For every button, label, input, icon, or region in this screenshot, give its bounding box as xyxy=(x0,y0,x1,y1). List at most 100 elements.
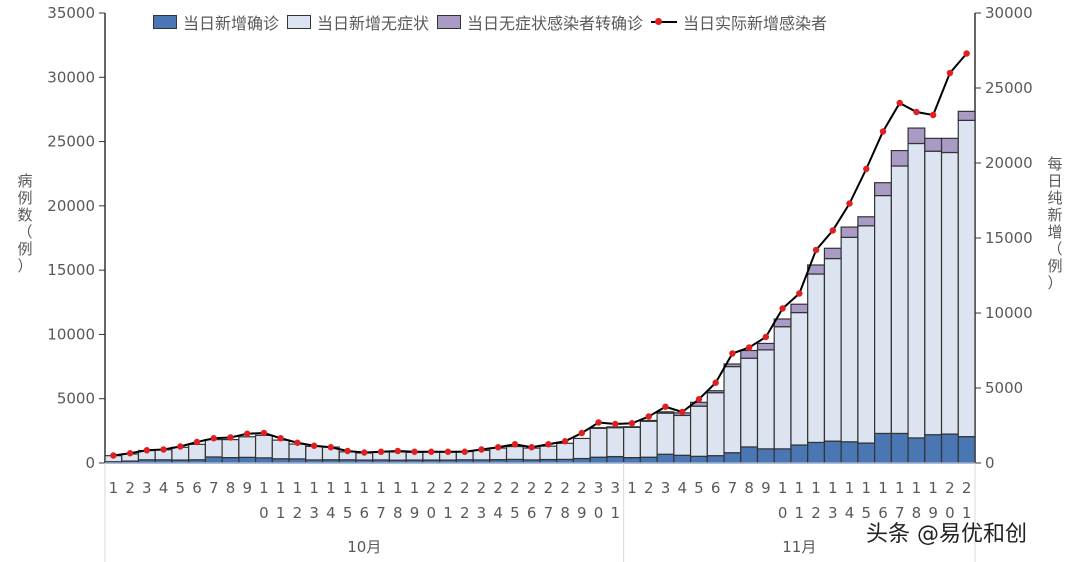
bar-segment xyxy=(606,455,625,464)
x-tick-label: 4 xyxy=(677,479,687,497)
x-tick-label: 1 xyxy=(861,479,871,497)
legend-label: 当日新增确诊 xyxy=(183,14,280,33)
line-point xyxy=(812,246,820,254)
legend-label: 当日实际新增感染者 xyxy=(683,14,828,33)
x-tick-label: 4 xyxy=(159,479,169,497)
bar-segment xyxy=(589,456,608,464)
x-tick-label: 1 xyxy=(259,479,269,497)
line-point xyxy=(695,396,703,403)
bar-segment xyxy=(924,434,943,464)
bar-segment xyxy=(673,414,692,456)
bar-segment xyxy=(890,149,909,167)
y-tick-right: 0 xyxy=(985,454,995,472)
x-tick-label: 4 xyxy=(845,504,855,522)
line-point xyxy=(327,444,335,451)
bar-segment xyxy=(823,247,842,260)
x-tick-label: 2 xyxy=(493,479,503,497)
x-tick-label: 1 xyxy=(627,479,637,497)
x-tick-label: 2 xyxy=(962,479,972,497)
y-tick-left: 0 xyxy=(85,454,95,472)
x-tick-label: 2 xyxy=(477,479,487,497)
line-point xyxy=(294,439,301,446)
bar-segment xyxy=(907,437,926,464)
line-point xyxy=(394,447,401,455)
bar-segment xyxy=(907,127,926,145)
x-tick-label: 3 xyxy=(661,479,671,497)
x-tick-label: 0 xyxy=(945,504,955,522)
bar-segment xyxy=(807,441,826,464)
x-tick-label: 8 xyxy=(393,504,403,522)
bar-segment xyxy=(271,439,290,460)
line-point xyxy=(779,305,786,312)
bar-segment xyxy=(807,273,826,444)
x-tick-label: 3 xyxy=(828,504,838,522)
watermark: 头条 @易优和创 xyxy=(866,522,1027,547)
bar-segment xyxy=(940,151,959,435)
x-tick-label: 6 xyxy=(527,504,537,522)
x-tick-label: 0 xyxy=(594,504,604,522)
y-tick-left: 30000 xyxy=(47,68,95,86)
line-point xyxy=(612,420,619,428)
line-point xyxy=(444,448,452,455)
bar-segment xyxy=(188,443,206,461)
x-tick-label: 5 xyxy=(176,479,186,497)
bar-segment xyxy=(740,446,759,464)
bar-segment xyxy=(957,119,976,438)
x-tick-label: 2 xyxy=(460,479,470,497)
line-point xyxy=(963,50,970,57)
x-tick-label: 2 xyxy=(577,479,587,497)
month-label: 10月 xyxy=(347,538,381,556)
x-tick-label: 5 xyxy=(510,504,520,522)
bar-segment xyxy=(572,437,591,460)
legend-item-actual-new: 当日实际新增感染者 xyxy=(651,10,827,34)
y-axis-left-label: 病例数（例） xyxy=(17,172,33,275)
bar-segment xyxy=(840,236,859,443)
line-point xyxy=(829,227,836,234)
x-tick-label: 9 xyxy=(577,504,587,522)
bar-segment xyxy=(840,226,859,238)
bar-segment xyxy=(857,442,876,464)
bar-segment xyxy=(706,390,725,394)
bar-segment xyxy=(706,455,725,464)
y-tick-left: 5000 xyxy=(57,390,95,408)
bar-segment xyxy=(221,439,240,459)
line-point xyxy=(428,448,435,455)
bar-segment xyxy=(756,342,775,351)
line-point xyxy=(645,413,652,420)
x-tick-label: 7 xyxy=(209,479,219,497)
asymptomatic-swatch-icon xyxy=(287,15,312,29)
x-tick-label: 3 xyxy=(477,504,487,522)
x-tick-label: 2 xyxy=(426,479,436,497)
line-point xyxy=(244,430,251,437)
legend-label: 当日无症状感染者转确诊 xyxy=(467,14,644,33)
line-point xyxy=(310,442,318,449)
x-tick-label: 2 xyxy=(510,479,520,497)
bar-segment xyxy=(656,412,675,455)
y-tick-right: 10000 xyxy=(985,304,1033,322)
x-tick-label: 7 xyxy=(544,504,554,522)
line-point xyxy=(344,447,351,455)
x-tick-label: 2 xyxy=(945,479,955,497)
x-tick-label: 1 xyxy=(360,479,370,497)
y-axis-right-label: 每日纯新增（例） xyxy=(1047,155,1063,292)
legend-item-asymptomatic: 当日新增无症状 xyxy=(287,10,429,34)
line-point xyxy=(361,449,368,456)
bar-segment xyxy=(623,426,641,428)
x-tick-label: 1 xyxy=(376,479,386,497)
actual-new-line xyxy=(113,52,968,457)
bar-segment xyxy=(639,420,658,458)
converted-swatch-icon xyxy=(437,15,462,29)
x-tick-label: 2 xyxy=(527,479,537,497)
bar-segment xyxy=(589,427,608,458)
x-tick-label: 9 xyxy=(242,479,252,497)
bar-segment xyxy=(857,225,876,444)
x-tick-label: 1 xyxy=(811,479,821,497)
x-tick-label: 2 xyxy=(125,479,135,497)
bar-segment xyxy=(656,453,675,464)
bar-segment xyxy=(673,454,692,464)
bar-segment xyxy=(288,443,307,460)
bar-segment xyxy=(723,365,742,454)
bar-segment xyxy=(940,433,959,464)
x-tick-label: 7 xyxy=(376,504,386,522)
x-tick-label: 1 xyxy=(795,479,805,497)
